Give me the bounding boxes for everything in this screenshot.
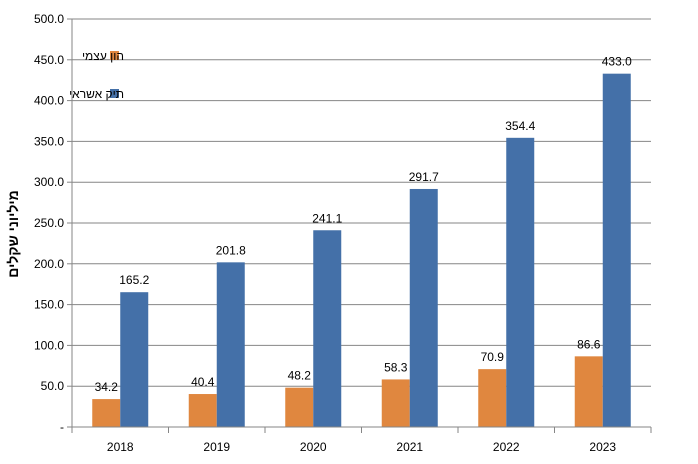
x-tick-label: 2019 — [203, 440, 230, 454]
y-tick-label: 150.0 — [34, 298, 64, 312]
data-label: 34.2 — [95, 380, 119, 394]
data-label: 241.1 — [312, 211, 342, 225]
y-tick-label: 400.0 — [34, 94, 64, 108]
legend: הון עצמי תיק אשראי — [69, 49, 124, 101]
data-label: 433.0 — [602, 55, 632, 69]
y-tick-label: - — [60, 420, 64, 434]
bar-equity-2023 — [574, 356, 603, 427]
bar-equity-2021 — [381, 379, 410, 427]
bar-equity-2018 — [92, 399, 121, 427]
axes: - 50.0 100.0 150.0 200.0 250.0 300.0 350.0 400.0… — [34, 12, 652, 454]
y-tick-label: 500.0 — [34, 12, 64, 26]
data-label: 291.7 — [409, 170, 439, 184]
gridlines — [72, 18, 651, 387]
bar-credit-2023 — [602, 73, 631, 427]
bar-credit-2020 — [313, 230, 342, 427]
data-label: 70.9 — [481, 350, 505, 364]
y-tick-label: 50.0 — [41, 379, 65, 393]
y-tick-label: 100.0 — [34, 338, 64, 352]
legend-label: תיק אשראי — [69, 87, 124, 101]
x-tick-label: 2018 — [107, 440, 134, 454]
y-tick-label: 350.0 — [34, 134, 64, 148]
bar-credit-2019 — [216, 262, 245, 427]
data-label: 165.2 — [119, 273, 149, 287]
data-label: 48.2 — [288, 369, 312, 383]
y-tick-label: 300.0 — [34, 175, 64, 189]
data-label: 58.3 — [384, 360, 408, 374]
bar-credit-2018 — [120, 292, 149, 427]
data-label: 86.6 — [577, 337, 601, 351]
x-tick-label: 2020 — [300, 440, 327, 454]
y-tick-label: 200.0 — [34, 257, 64, 271]
bar-credit-2021 — [409, 188, 438, 427]
data-label: 40.4 — [191, 375, 215, 389]
legend-swatch — [110, 89, 119, 98]
x-tick-label: 2022 — [493, 440, 520, 454]
bar-equity-2022 — [478, 369, 507, 427]
y-tick-label: 450.0 — [34, 53, 64, 67]
data-label: 201.8 — [216, 243, 246, 257]
bars — [92, 73, 631, 427]
bar-equity-2019 — [188, 394, 217, 427]
legend-label: הון עצמי — [82, 49, 124, 63]
x-tick-label: 2021 — [396, 440, 423, 454]
legend-swatch — [110, 51, 119, 60]
data-label: 354.4 — [505, 119, 535, 133]
bar-equity-2020 — [285, 387, 314, 427]
y-tick-label: 250.0 — [34, 216, 64, 230]
data-labels: 34.2 165.2 40.4 201.8 48.2 241.1 58.3 291.7 70.9… — [95, 55, 633, 394]
y-axis-title: מיליוני שקלים — [5, 190, 21, 277]
bar-credit-2022 — [506, 137, 535, 427]
x-tick-label: 2023 — [589, 440, 616, 454]
